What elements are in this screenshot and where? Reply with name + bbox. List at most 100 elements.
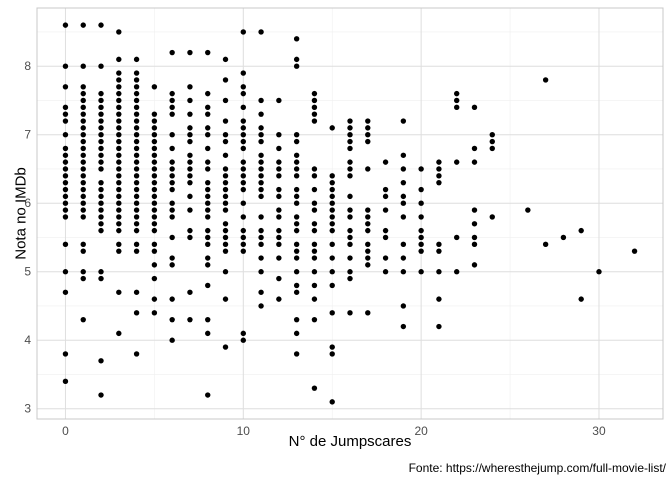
- data-point: [258, 289, 264, 295]
- data-point: [293, 330, 300, 337]
- data-point: [240, 227, 246, 234]
- data-point: [62, 118, 69, 124]
- data-point: [489, 145, 495, 152]
- data-point: [293, 214, 300, 220]
- data-point: [276, 275, 282, 282]
- data-point: [62, 207, 69, 213]
- data-point: [382, 227, 389, 234]
- data-point: [116, 221, 122, 227]
- data-point: [80, 186, 86, 193]
- data-point: [98, 200, 104, 206]
- data-point: [169, 104, 175, 111]
- data-point: [436, 248, 442, 254]
- data-point: [222, 166, 229, 172]
- data-point: [418, 234, 424, 241]
- data-point: [80, 97, 86, 104]
- data-point: [133, 214, 140, 220]
- data-point: [80, 275, 86, 282]
- data-point: [133, 56, 140, 63]
- data-point: [80, 104, 86, 111]
- data-point: [329, 269, 335, 275]
- data-point: [347, 241, 353, 248]
- data-point: [187, 316, 193, 323]
- data-point: [80, 269, 86, 275]
- data-point: [418, 241, 424, 248]
- x-axis-title: N° de Jumpscares: [289, 433, 412, 450]
- data-point: [222, 173, 229, 179]
- data-point: [80, 316, 86, 323]
- data-point: [205, 227, 211, 234]
- y-tick-label: 6: [24, 196, 31, 210]
- data-point: [98, 111, 104, 117]
- data-point: [240, 248, 246, 254]
- data-point: [133, 193, 140, 200]
- data-point: [311, 296, 318, 302]
- data-point: [98, 358, 104, 364]
- panel-border: [36, 7, 664, 420]
- data-point: [436, 241, 442, 248]
- data-point: [258, 166, 264, 172]
- data-point: [489, 132, 495, 138]
- data-point: [151, 84, 158, 90]
- data-point: [62, 104, 69, 111]
- data-point: [258, 179, 264, 186]
- data-point: [471, 207, 478, 213]
- data-point: [400, 214, 407, 220]
- data-point: [98, 179, 104, 186]
- data-point: [98, 152, 104, 158]
- data-point: [205, 90, 211, 97]
- data-point: [151, 200, 158, 206]
- data-point: [382, 186, 389, 193]
- data-point: [329, 241, 335, 248]
- data-point: [205, 207, 211, 213]
- data-point: [205, 179, 211, 186]
- data-point: [293, 193, 300, 200]
- data-point: [205, 132, 211, 138]
- data-point: [80, 138, 86, 145]
- data-point: [240, 200, 246, 206]
- data-point: [222, 234, 229, 241]
- data-point: [471, 104, 478, 111]
- data-point: [311, 255, 318, 261]
- data-point: [169, 337, 175, 343]
- data-point: [62, 193, 69, 200]
- data-point: [133, 227, 140, 234]
- data-point: [62, 159, 69, 165]
- y-tick-label: 3: [24, 402, 31, 416]
- axis-ticks: 0 10 20 30 3 4 5 6 7 8: [24, 59, 606, 438]
- data-point: [80, 179, 86, 186]
- data-point: [62, 166, 69, 172]
- data-point: [293, 132, 300, 138]
- data-point: [365, 221, 371, 227]
- data-point: [382, 234, 389, 241]
- data-point: [240, 241, 246, 248]
- data-point: [418, 200, 424, 206]
- data-point: [276, 255, 282, 261]
- data-point: [258, 193, 264, 200]
- data-point: [80, 214, 86, 220]
- data-point: [471, 234, 478, 241]
- data-point: [240, 29, 246, 35]
- data-point: [205, 214, 211, 220]
- data-point: [98, 132, 104, 138]
- data-point: [347, 132, 353, 138]
- data-point: [418, 248, 424, 254]
- data-point: [151, 248, 158, 254]
- data-point: [116, 193, 122, 200]
- data-point: [454, 104, 460, 111]
- data-point: [98, 186, 104, 193]
- data-point: [329, 193, 335, 200]
- data-point: [169, 179, 175, 186]
- data-point: [258, 152, 264, 158]
- data-point: [133, 104, 140, 111]
- data-point: [347, 255, 353, 261]
- data-point: [62, 145, 69, 152]
- data-point: [222, 248, 229, 254]
- data-point: [151, 159, 158, 165]
- data-point: [116, 118, 122, 124]
- data-point: [222, 193, 229, 200]
- data-point: [80, 111, 86, 117]
- data-point: [240, 179, 246, 186]
- data-point: [400, 241, 407, 248]
- data-point: [80, 173, 86, 179]
